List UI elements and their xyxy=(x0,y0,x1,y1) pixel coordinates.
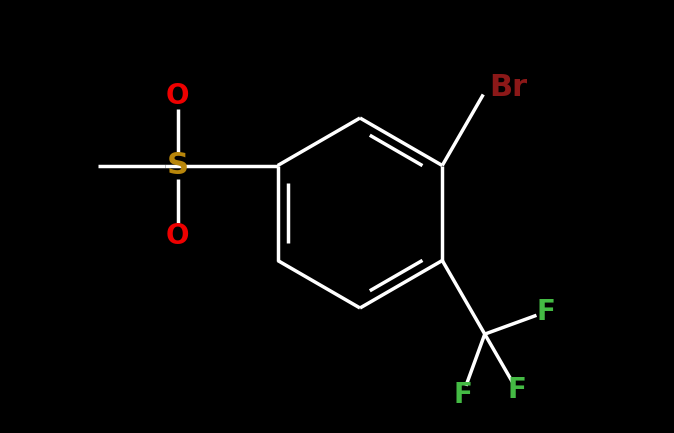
Text: F: F xyxy=(508,376,526,404)
Text: O: O xyxy=(166,222,189,249)
Text: F: F xyxy=(453,381,472,409)
Text: O: O xyxy=(166,81,189,110)
Text: S: S xyxy=(166,151,189,180)
Text: F: F xyxy=(537,298,555,326)
Text: Br: Br xyxy=(489,73,527,102)
